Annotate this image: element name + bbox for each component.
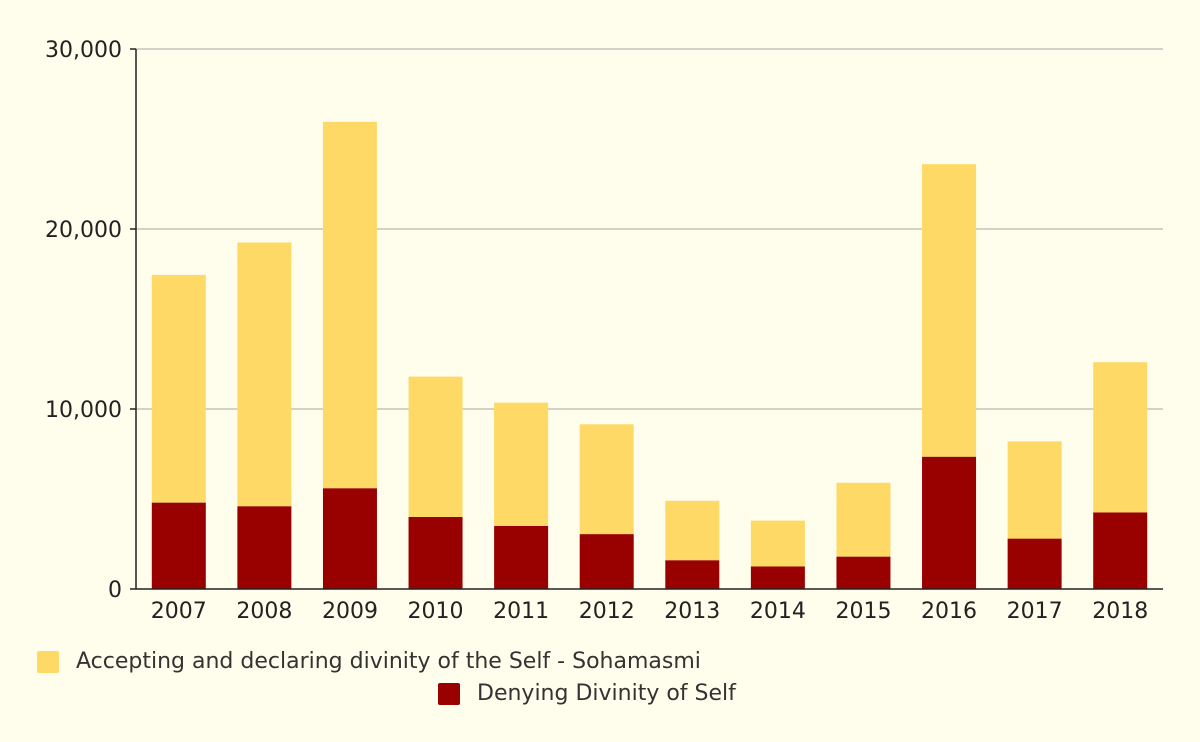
bar-accepting-2008[interactable] bbox=[237, 242, 292, 507]
bar-denying-2018[interactable] bbox=[1093, 512, 1148, 590]
x-tick-label: 2012 bbox=[579, 599, 635, 624]
legend-label-accepting: Accepting and declaring divinity of the … bbox=[76, 649, 701, 674]
bars bbox=[151, 121, 1148, 590]
bar-denying-2012[interactable] bbox=[579, 534, 634, 589]
bar-denying-2007[interactable] bbox=[151, 502, 206, 589]
bar-accepting-2016[interactable] bbox=[922, 164, 977, 457]
legend-label-denying: Denying Divinity of Self bbox=[477, 681, 736, 706]
bar-accepting-2015[interactable] bbox=[836, 482, 891, 557]
x-tick-label: 2018 bbox=[1092, 599, 1148, 624]
y-tick-labels: 0 10,000 20,000 30,000 bbox=[45, 38, 122, 603]
bar-denying-2017[interactable] bbox=[1007, 538, 1062, 589]
axes bbox=[130, 48, 1163, 590]
bar-denying-2009[interactable] bbox=[322, 488, 377, 589]
y-tick-label: 30,000 bbox=[45, 38, 122, 63]
legend-swatch-accepting bbox=[37, 650, 59, 673]
x-tick-label: 2011 bbox=[493, 599, 549, 624]
bar-accepting-2010[interactable] bbox=[408, 376, 463, 517]
bar-accepting-2017[interactable] bbox=[1007, 441, 1062, 539]
x-tick-label: 2007 bbox=[151, 599, 207, 624]
x-tick-label: 2015 bbox=[835, 599, 891, 624]
x-tick-label: 2008 bbox=[236, 599, 292, 624]
y-tick-label: 20,000 bbox=[45, 218, 122, 243]
bar-denying-2014[interactable] bbox=[750, 566, 805, 590]
x-tick-label: 2013 bbox=[664, 599, 720, 624]
bar-denying-2016[interactable] bbox=[922, 456, 977, 589]
bar-accepting-2014[interactable] bbox=[750, 520, 805, 567]
bar-accepting-2007[interactable] bbox=[151, 274, 206, 503]
x-tick-label: 2009 bbox=[322, 599, 378, 624]
x-tick-label: 2010 bbox=[408, 599, 464, 624]
bar-denying-2008[interactable] bbox=[237, 506, 292, 589]
y-tick-label: 10,000 bbox=[45, 398, 122, 423]
bar-accepting-2009[interactable] bbox=[322, 121, 377, 489]
legend-swatch-denying bbox=[438, 682, 460, 705]
bar-denying-2013[interactable] bbox=[665, 560, 720, 589]
bar-accepting-2011[interactable] bbox=[494, 402, 549, 526]
x-tick-label: 2017 bbox=[1007, 599, 1063, 624]
bar-denying-2010[interactable] bbox=[408, 517, 463, 589]
y-tick-label: 0 bbox=[108, 578, 122, 603]
legend-item-denying[interactable]: Denying Divinity of Self bbox=[438, 681, 736, 706]
bar-denying-2011[interactable] bbox=[494, 526, 549, 589]
legend-item-accepting[interactable]: Accepting and declaring divinity of the … bbox=[37, 649, 701, 674]
gridlines bbox=[136, 48, 1163, 410]
bar-accepting-2013[interactable] bbox=[665, 500, 720, 561]
x-tick-labels: 2007 2008 2009 2010 2011 2012 2013 2014 2015 2016… bbox=[151, 599, 1148, 624]
x-tick-label: 2014 bbox=[750, 599, 806, 624]
bar-denying-2015[interactable] bbox=[836, 556, 891, 589]
bar-accepting-2012[interactable] bbox=[579, 424, 634, 535]
bar-accepting-2018[interactable] bbox=[1093, 362, 1148, 513]
x-tick-label: 2016 bbox=[921, 599, 977, 624]
